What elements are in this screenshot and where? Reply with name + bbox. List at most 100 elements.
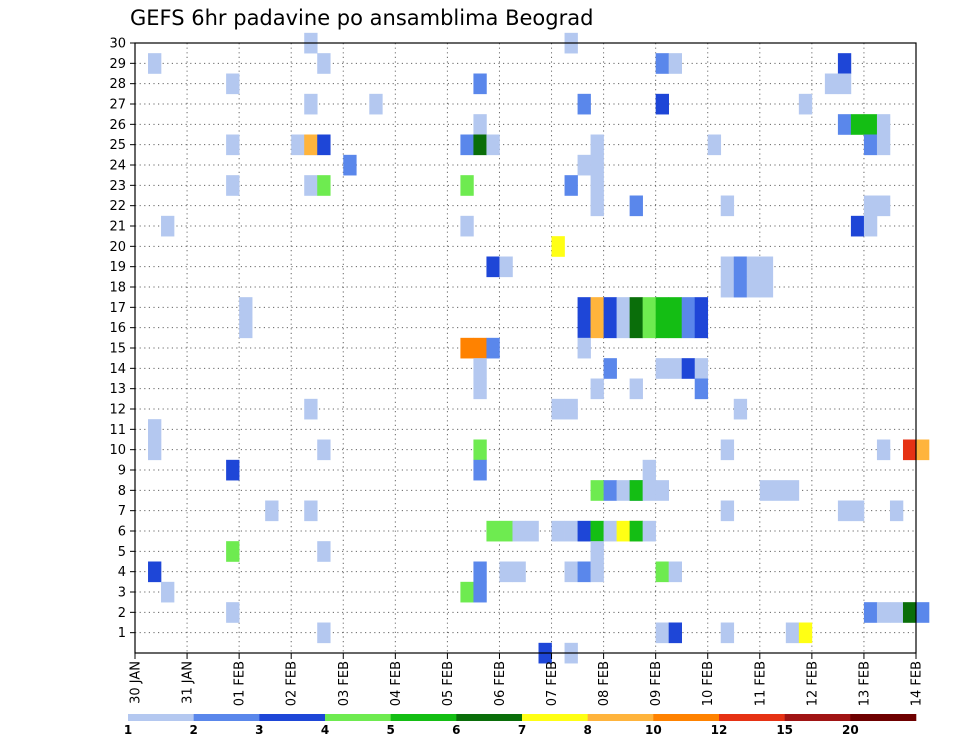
- heatmap-cell: [577, 297, 591, 318]
- heatmap-cell: [226, 602, 240, 623]
- heatmap-cell: [577, 561, 591, 583]
- heatmap-cell: [161, 215, 175, 237]
- legend-label: 4: [321, 723, 329, 737]
- y-tick-label: 30: [109, 37, 126, 52]
- heatmap-cell: [681, 358, 696, 379]
- heatmap-cell: [655, 561, 669, 583]
- heatmap-cell: [304, 134, 318, 156]
- x-tick-label: 09 FEB: [649, 661, 664, 706]
- heatmap-cell: [642, 480, 656, 501]
- heatmap-cell: [369, 93, 383, 115]
- y-tick-label: 6: [118, 525, 126, 540]
- heatmap-cell: [161, 581, 175, 603]
- heatmap-cell: [889, 602, 904, 623]
- heatmap-cell: [473, 439, 487, 461]
- heatmap-cell: [551, 236, 565, 257]
- y-tick-label: 25: [109, 138, 126, 153]
- heatmap-cell: [603, 358, 617, 379]
- heatmap-cell: [733, 276, 748, 298]
- heatmap-cell: [720, 195, 735, 217]
- legend-swatch: [850, 714, 917, 721]
- legend-label: 15: [776, 723, 793, 737]
- legend-swatch: [128, 714, 194, 721]
- heatmap-cell: [525, 520, 539, 542]
- legend-label: 8: [583, 723, 591, 737]
- heatmap-cell: [616, 520, 630, 542]
- heatmap-cell: [564, 398, 578, 420]
- heatmap-cell: [304, 398, 318, 420]
- heatmap-cell: [720, 256, 735, 278]
- heatmap-cell: [798, 93, 813, 115]
- heatmap-cell: [603, 520, 617, 542]
- heatmap-cell: [668, 53, 682, 74]
- heatmap-cell: [616, 317, 630, 339]
- legend-swatch: [522, 714, 588, 721]
- heatmap-cell: [317, 622, 331, 644]
- heatmap-cell: [317, 175, 331, 196]
- heatmap-cell: [668, 358, 682, 379]
- heatmap-cell: [720, 622, 735, 644]
- heatmap-cell: [590, 520, 604, 542]
- heatmap-cell: [577, 337, 591, 359]
- y-tick-label: 20: [109, 240, 126, 255]
- heatmap-cell: [876, 602, 891, 623]
- heatmap-cell: [798, 622, 813, 644]
- heatmap-cell: [148, 439, 162, 461]
- heatmap-cell: [239, 297, 253, 318]
- legend-label: 12: [711, 723, 728, 737]
- heatmap-cell: [590, 134, 604, 156]
- x-tick-label: 14 FEB: [910, 661, 925, 706]
- legend-swatch: [390, 714, 457, 721]
- heatmap-cell: [564, 175, 578, 196]
- heatmap-cell: [785, 480, 800, 501]
- x-axis: 30 JAN 31 JAN 01 FEB 02 FEB 03 FEB 04 FEB 05 F…: [129, 653, 925, 706]
- heatmap-cell: [863, 602, 878, 623]
- legend-swatch: [456, 714, 523, 721]
- heatmap-cell: [603, 317, 617, 339]
- x-tick-label: 10 FEB: [701, 661, 716, 706]
- heatmap-cell: [590, 297, 604, 318]
- heatmap-cell: [785, 622, 800, 644]
- heatmap-cell: [694, 358, 709, 379]
- heatmap-cell: [759, 276, 774, 298]
- y-axis: 1234567891011121314151617181920212223242…: [109, 37, 135, 641]
- heatmap-cell: [655, 93, 669, 115]
- heatmap-cell: [226, 175, 240, 196]
- heatmap-cell: [642, 459, 656, 481]
- heatmap-cell: [265, 500, 279, 522]
- legend-swatch: [653, 714, 720, 721]
- heatmap-cell: [304, 93, 318, 115]
- heatmap-cell: [473, 114, 487, 135]
- heatmap-cell: [655, 358, 669, 379]
- heatmap-cell: [850, 500, 865, 522]
- heatmap-cell: [603, 297, 617, 318]
- x-tick-label: 01 FEB: [233, 661, 248, 706]
- heatmap-cell: [616, 480, 630, 501]
- y-tick-label: 2: [118, 606, 126, 621]
- heatmap-cell: [876, 114, 891, 135]
- color-legend: 1 2 3 4 5 6 7 8 10 12 15 20: [124, 714, 917, 737]
- legend-label: 3: [255, 723, 263, 737]
- heatmap-cell: [317, 53, 331, 74]
- heatmap-cell: [590, 175, 604, 196]
- legend-label: 5: [386, 723, 394, 737]
- x-tick-label: 07 FEB: [545, 661, 560, 706]
- heatmap-cell: [590, 561, 604, 583]
- heatmap-cell: [876, 439, 891, 461]
- heatmap-cell: [746, 276, 761, 298]
- heatmap-cell: [902, 439, 917, 461]
- x-tick-label: 05 FEB: [441, 661, 456, 706]
- heatmap-cell: [837, 73, 852, 95]
- heatmap-cell: [655, 317, 669, 339]
- heatmap-cell: [720, 439, 735, 461]
- heatmap-cell: [837, 114, 852, 135]
- heatmap-cell: [291, 134, 305, 156]
- x-tick-label: 13 FEB: [857, 661, 872, 706]
- heatmap-cell: [590, 154, 604, 176]
- heatmap-cell: [317, 439, 331, 461]
- heatmap-cell: [694, 297, 709, 318]
- heatmap-cell: [499, 520, 513, 542]
- heatmap-cell: [577, 317, 591, 339]
- heatmap-cell: [681, 297, 696, 318]
